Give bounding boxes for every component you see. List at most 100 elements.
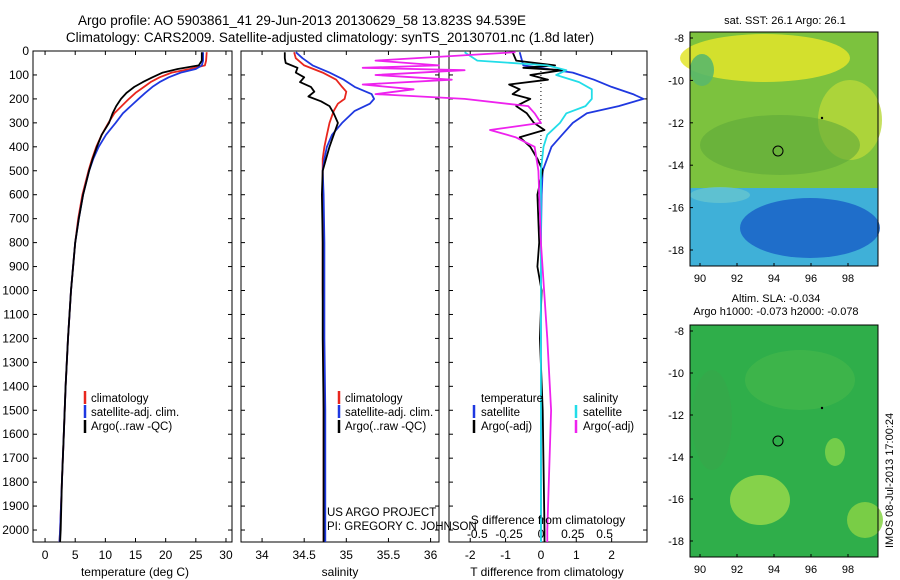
difference-xlabel2: S difference from climatology bbox=[471, 513, 626, 527]
depth-tick-label: 1000 bbox=[2, 284, 29, 298]
map-x-tick-label: 94 bbox=[768, 273, 780, 285]
legend-header-temperature: temperature bbox=[481, 393, 543, 405]
temperature-xlabel: temperature (deg C) bbox=[81, 565, 189, 579]
credit-project: US ARGO PROJECT bbox=[327, 507, 436, 519]
x-tick-label: -2 bbox=[465, 548, 476, 562]
map-x-tick-label: 98 bbox=[842, 564, 854, 576]
difference-panel bbox=[448, 50, 648, 543]
depth-tick-label: 700 bbox=[9, 212, 29, 226]
map-y-tick-label: -18 bbox=[668, 245, 684, 257]
depth-tick-label: 2000 bbox=[2, 523, 29, 537]
map-y-tick-label: -8 bbox=[674, 326, 684, 338]
sst-west-patch bbox=[690, 54, 714, 86]
map-x-tick-label: 90 bbox=[694, 564, 706, 576]
sla-argo-location-marker bbox=[772, 435, 784, 447]
legend-climatology: climatology bbox=[345, 393, 403, 405]
legend-satellite: satellite-adj. clim. bbox=[91, 407, 179, 419]
legend-header-salinity: salinity bbox=[583, 393, 618, 405]
sst-map bbox=[680, 31, 882, 267]
credit-stamp: IMOS 08-Jul-2013 17:00:24 bbox=[884, 413, 896, 548]
map-y-tick-label: -8 bbox=[674, 33, 684, 45]
depth-tick-label: 1500 bbox=[2, 403, 29, 417]
x-tick-label: 2 bbox=[608, 548, 615, 562]
x-tick-label: 34.5 bbox=[293, 548, 317, 562]
depth-tick-label: 1800 bbox=[2, 475, 29, 489]
legend-argo: Argo(..raw -QC) bbox=[91, 421, 172, 433]
x-tick-label: 34 bbox=[255, 548, 269, 562]
x-tick-label: 36 bbox=[424, 548, 438, 562]
sst-warm-patch bbox=[680, 34, 850, 82]
sst-map-title: sat. SST: 26.1 Argo: 26.1 bbox=[724, 15, 846, 27]
x-tick-label: 0 bbox=[538, 548, 545, 562]
depth-tick-label: 600 bbox=[9, 188, 29, 202]
map-y-tick-label: -16 bbox=[668, 203, 684, 215]
x2-tick-label: 0.5 bbox=[596, 527, 613, 541]
map-x-tick-label: 96 bbox=[805, 564, 817, 576]
temperature-legend: climatology satellite-adj. clim. Argo(..… bbox=[83, 391, 179, 433]
series-line-s-satellite bbox=[464, 51, 593, 542]
legend-satellite: satellite-adj. clim. bbox=[345, 407, 433, 419]
salinity-legend: climatology satellite-adj. clim. Argo(..… bbox=[337, 391, 433, 433]
depth-tick-label: 1200 bbox=[2, 331, 29, 345]
sla-high-patch bbox=[730, 475, 790, 525]
map-x-tick-label: 94 bbox=[768, 564, 780, 576]
depth-tick-label: 1900 bbox=[2, 499, 29, 513]
sla-map-title1: Altim. SLA: -0.034 bbox=[732, 293, 821, 305]
x-tick-label: -1 bbox=[500, 548, 511, 562]
credit-pi: PI: GREGORY C. JOHNSON bbox=[327, 521, 477, 533]
depth-tick-label: 0 bbox=[22, 44, 29, 58]
depth-tick-label: 200 bbox=[9, 92, 29, 106]
depth-tick-label: 1600 bbox=[2, 427, 29, 441]
map-x-tick-label: 96 bbox=[805, 273, 817, 285]
x-tick-label: 1 bbox=[573, 548, 580, 562]
x2-tick-label: 0.25 bbox=[561, 527, 585, 541]
map-x-tick-label: 90 bbox=[694, 273, 706, 285]
x2-tick-label: -0.25 bbox=[495, 527, 523, 541]
figure-title-line2: Climatology: CARS2009. Satellite-adjuste… bbox=[66, 30, 594, 45]
legend-climatology: climatology bbox=[91, 393, 149, 405]
difference-xlabel: T difference from climatology bbox=[470, 565, 624, 579]
x-tick-label: 30 bbox=[219, 548, 233, 562]
sla-map-frame bbox=[689, 324, 879, 558]
axes-ticks: 0100200300400500600700800900100011001200… bbox=[2, 44, 647, 562]
map-x-tick-label: 98 bbox=[842, 273, 854, 285]
sla-west-patch bbox=[692, 370, 732, 470]
sla-map-title2: Argo h1000: -0.073 h2000: -0.078 bbox=[693, 306, 858, 318]
sst-map-frame bbox=[689, 31, 879, 267]
x-tick-label: 0 bbox=[42, 548, 49, 562]
map-y-tick-label: -14 bbox=[668, 452, 684, 464]
series-line-satellite-adj-clim- bbox=[295, 51, 376, 542]
salinity-xlabel: salinity bbox=[322, 565, 359, 579]
figure-title-line1: Argo profile: AO 5903861_41 29-Jun-2013 … bbox=[78, 13, 526, 28]
x-tick-label: 35 bbox=[340, 548, 354, 562]
legend-t-argo: Argo(-adj) bbox=[481, 421, 532, 433]
map-y-tick-label: -18 bbox=[668, 536, 684, 548]
map-y-tick-label: -12 bbox=[668, 118, 684, 130]
map-y-tick-label: -16 bbox=[668, 494, 684, 506]
depth-tick-label: 1700 bbox=[2, 451, 29, 465]
salinity-panel bbox=[240, 50, 440, 543]
x-tick-label: 25 bbox=[189, 548, 203, 562]
map-ticks: -8 -10 -12 -14 -16 -18 90 92 94 96 98 -8 -10 -12 -14 -1… bbox=[668, 33, 854, 576]
depth-tick-label: 300 bbox=[9, 116, 29, 130]
depth-tick-label: 500 bbox=[9, 164, 29, 178]
sla-small-high bbox=[825, 438, 845, 466]
depth-tick-label: 100 bbox=[9, 68, 29, 82]
series-line-argo-raw-qc- bbox=[283, 52, 339, 542]
sst-argo-location-marker bbox=[772, 145, 784, 157]
sla-high-patch-east bbox=[847, 502, 883, 538]
x-tick-label: 15 bbox=[129, 548, 143, 562]
x-tick-label: 35.5 bbox=[377, 548, 401, 562]
depth-tick-label: 900 bbox=[9, 260, 29, 274]
sst-point-marker bbox=[820, 116, 824, 120]
series-line-argo-raw-qc- bbox=[59, 52, 203, 543]
series-line-s-argo-adj- bbox=[361, 51, 552, 542]
depth-tick-label: 1300 bbox=[2, 355, 29, 369]
map-y-tick-label: -10 bbox=[668, 75, 684, 87]
profile-lines bbox=[58, 51, 645, 543]
map-y-tick-label: -12 bbox=[668, 410, 684, 422]
depth-tick-label: 1400 bbox=[2, 379, 29, 393]
sst-cold-core bbox=[740, 198, 880, 258]
sla-mid-patch bbox=[745, 350, 855, 410]
